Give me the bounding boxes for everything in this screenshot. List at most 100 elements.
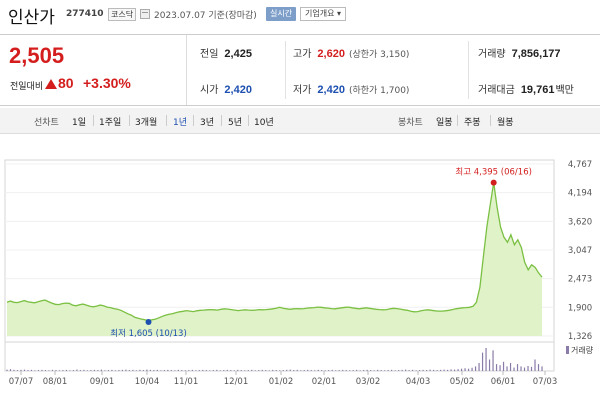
- volume-bar: [446, 369, 449, 371]
- change-value: 80: [58, 75, 74, 91]
- volume-bar: [342, 369, 344, 371]
- volume-bar: [293, 370, 295, 371]
- volume-bar: [114, 370, 116, 371]
- stock-name: 인산가: [8, 8, 55, 28]
- volume-bar: [205, 370, 207, 371]
- volume-bar: [153, 370, 155, 371]
- volume-bar: [412, 369, 414, 371]
- volume-bar: [370, 370, 372, 371]
- candle-daily[interactable]: 일봉: [436, 118, 453, 128]
- stat-sub: (상한가 3,150): [348, 50, 410, 60]
- volume-bar: [296, 369, 298, 371]
- volume-bar: [331, 369, 333, 371]
- candle-monthly[interactable]: 월봉: [497, 118, 514, 128]
- current-price: 2,505: [9, 43, 65, 68]
- volume-bar: [268, 370, 270, 371]
- stat-volume: 거래량 7,856,177: [478, 45, 561, 60]
- x-tick-label: 12/01: [224, 377, 249, 387]
- period-10y[interactable]: 10년: [254, 118, 274, 128]
- candle-weekly[interactable]: 주봉: [464, 118, 481, 128]
- stat-open: 시가 2,420: [200, 81, 252, 96]
- volume-bar: [303, 370, 305, 371]
- divider: [285, 41, 286, 99]
- period-1w[interactable]: 1주일: [99, 118, 122, 128]
- volume-bar: [104, 370, 106, 371]
- volume-bar: [6, 369, 8, 371]
- volume-bar: [443, 369, 445, 371]
- up-triangle-icon: [45, 79, 57, 89]
- period-3y[interactable]: 3년: [200, 118, 215, 128]
- high-label: 최고 4,395 (06/16): [455, 167, 532, 178]
- volume-bar: [499, 365, 501, 371]
- volume-bar: [405, 369, 407, 371]
- volume-bar: [76, 369, 78, 371]
- volume-bar: [495, 364, 498, 371]
- volume-bar: [419, 370, 421, 371]
- volume-bar: [401, 369, 403, 371]
- volume-bar: [300, 370, 302, 371]
- company-info-dropdown[interactable]: 기업개요 ▾: [300, 7, 346, 21]
- volume-bar: [233, 370, 235, 371]
- volume-bar: [181, 370, 183, 371]
- x-tick-label: 10/04: [135, 377, 160, 387]
- volume-bar: [244, 370, 246, 371]
- volume-bar: [202, 369, 204, 371]
- volume-bar: [93, 369, 96, 371]
- volume-bar: [439, 369, 442, 371]
- stat-label: 거래대금: [478, 85, 515, 96]
- period-1d[interactable]: 1일: [72, 118, 87, 128]
- volume-legend-swatch: [566, 346, 569, 354]
- stat-value: 19,761: [520, 84, 555, 96]
- stat-sub: (하한가 1,700): [348, 86, 410, 96]
- volume-bar: [65, 369, 68, 371]
- divider: [490, 115, 491, 126]
- volume-bar: [55, 370, 57, 371]
- realtime-button[interactable]: 실시간: [266, 7, 297, 21]
- volume-bar: [488, 359, 491, 371]
- volume-bar: [492, 350, 494, 371]
- volume-bar: [254, 370, 256, 371]
- stock-code: 277410: [66, 9, 104, 19]
- volume-bar: [453, 369, 456, 371]
- volume-bar: [394, 370, 396, 371]
- change-percent: +3.30%: [83, 75, 131, 91]
- stat-label: 고가: [293, 49, 312, 60]
- divider: [221, 115, 222, 126]
- volume-bar: [481, 352, 484, 371]
- volume-bar: [37, 370, 40, 371]
- volume-bar: [289, 369, 291, 371]
- volume-bar: [135, 370, 137, 371]
- volume-bar: [247, 370, 249, 371]
- period-1y[interactable]: 1년: [173, 118, 188, 128]
- date-text: 2023.07.07 기준(장마감): [154, 11, 257, 21]
- volume-bar: [523, 367, 526, 371]
- period-5y[interactable]: 5년: [228, 118, 243, 128]
- y-tick-label: 1,326: [568, 332, 592, 342]
- volume-bar: [261, 369, 263, 371]
- y-tick-label: 2,473: [568, 275, 592, 285]
- volume-bar: [275, 370, 277, 371]
- market-badge: 코스닥: [108, 8, 137, 21]
- chart-toolbar: 선차트 1일 1주일 3개월 1년 3년 5년 10년 봉차트 일봉 주봉 월봉: [0, 108, 600, 134]
- volume-bar: [23, 369, 26, 371]
- volume-bar: [251, 369, 253, 371]
- candle-chart-label: 봉차트: [398, 118, 423, 128]
- volume-bar: [184, 370, 186, 371]
- volume-bar: [258, 370, 260, 371]
- volume-bar: [237, 369, 239, 371]
- volume-bar: [485, 348, 487, 371]
- volume-bar: [48, 370, 50, 371]
- period-3m[interactable]: 3개월: [135, 118, 158, 128]
- volume-bar: [149, 369, 151, 371]
- volume-bar: [156, 369, 158, 371]
- volume-bar: [44, 370, 47, 371]
- volume-bar: [272, 369, 274, 371]
- volume-bar: [516, 364, 519, 371]
- volume-bar: [349, 370, 351, 371]
- volume-bar: [177, 369, 179, 371]
- volume-bar: [464, 368, 466, 371]
- volume-bar: [436, 370, 438, 371]
- volume-bar: [513, 367, 515, 371]
- volume-bar: [474, 366, 477, 371]
- volume-bar: [359, 370, 361, 371]
